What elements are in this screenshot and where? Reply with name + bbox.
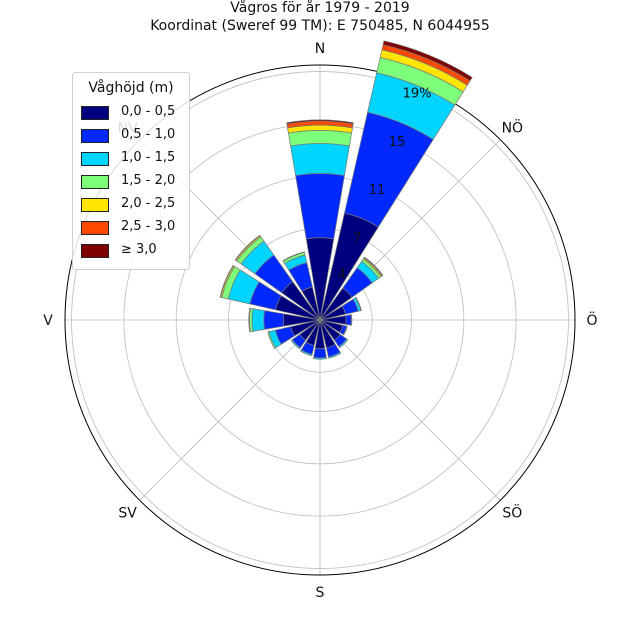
chart-title: Vågros för år 1979 - 2019 [230, 0, 410, 16]
radial-tick-labels: 4 7 11 15 19% [338, 86, 432, 282]
legend-label: 1,0 - 1,5 [121, 150, 176, 165]
sector-bar-segment [286, 119, 354, 125]
sector-bar-segment [313, 356, 327, 360]
direction-label: S [316, 585, 325, 601]
sector-bar-segment [382, 40, 473, 82]
legend-swatch [81, 175, 109, 189]
sector-bar-segment [338, 338, 349, 349]
direction-label: NÖ [502, 119, 524, 137]
radial-tick-label: 7 [353, 231, 361, 246]
direction-label: V [43, 313, 53, 329]
legend-swatch [81, 198, 109, 212]
legend-label: 0,5 - 1,0 [121, 127, 176, 142]
sector-bars [219, 40, 473, 360]
legend: Våghöjd (m) 0,0 - 0,5 0,5 - 1,0 1,0 - 1,5 1… [72, 72, 190, 270]
sector-bar-segment [363, 256, 384, 277]
sector-bar-segment [354, 296, 362, 312]
legend-title: Våghöjd (m) [88, 80, 174, 96]
legend-label: ≥ 3,0 [121, 242, 157, 257]
direction-label: N [315, 41, 325, 57]
sector-bar-segment [313, 347, 327, 359]
legend-label: 2,5 - 3,0 [121, 219, 176, 234]
sector-bar-segment [251, 308, 265, 332]
sector-bar-segment [263, 310, 285, 330]
chart-subtitle: Koordinat (Sweref 99 TM): E 750485, N 60… [150, 18, 490, 34]
sector-bar-segment [248, 307, 251, 333]
outer-ring [64, 64, 576, 576]
sector-bar-segment [300, 349, 313, 357]
legend-swatch [81, 152, 109, 166]
legend-label: 0,0 - 0,5 [121, 104, 176, 119]
sector-bar-segment [282, 251, 305, 262]
legend-swatch [81, 106, 109, 120]
legend-swatch [81, 221, 109, 235]
grid-spoke [139, 319, 321, 501]
legend-label: 2,0 - 2,5 [121, 196, 176, 211]
legend-swatch [81, 129, 109, 143]
legend-swatch [81, 244, 109, 258]
radial-tick-label: 11 [369, 183, 386, 198]
sector-bar-segment [342, 325, 348, 336]
direction-label: Ö [586, 311, 597, 329]
radial-tick-label: 19% [403, 86, 432, 101]
sector-bar-segment [350, 314, 353, 326]
radial-tick-label: 4 [338, 268, 346, 283]
direction-label: SV [118, 505, 137, 521]
sector-bar-segment [328, 351, 342, 359]
sector-bar-segment [290, 143, 350, 176]
sector-bar-segment [267, 331, 277, 349]
sector-bar-segment [295, 173, 345, 240]
radial-tick-label: 15 [389, 135, 406, 150]
legend-label: 1,5 - 2,0 [121, 173, 176, 188]
grid-spoke [319, 319, 501, 501]
sector-bar-segment [345, 314, 352, 326]
sector-bar-segment [234, 234, 261, 261]
sector-bar-segment [219, 264, 235, 298]
sector-bar-segment [290, 339, 301, 350]
direction-label: SÖ [502, 503, 522, 521]
sector-bar-segment [287, 130, 353, 147]
